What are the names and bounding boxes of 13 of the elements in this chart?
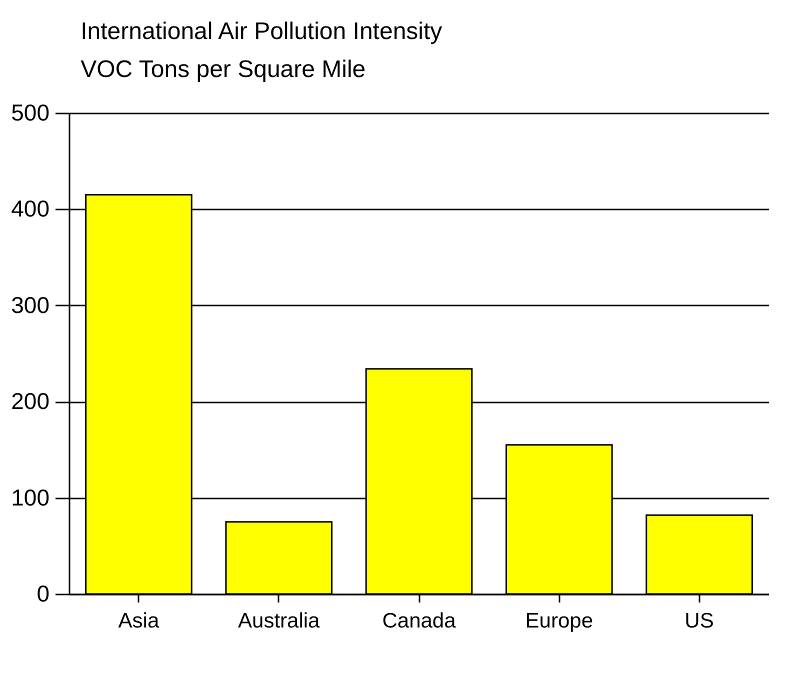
x-tick-label: Australia xyxy=(238,610,320,632)
y-tick-label: 500 xyxy=(11,100,50,126)
y-tick-label: 100 xyxy=(11,484,50,510)
chart-subtitle: VOC Tons per Square Mile xyxy=(80,56,366,83)
x-tick-label: US xyxy=(684,610,714,632)
y-tick-label: 200 xyxy=(11,388,50,414)
x-tick-label: Europe xyxy=(525,610,593,632)
y-tick-label: 0 xyxy=(36,580,50,606)
chart-title: International Air Pollution Intensity xyxy=(80,18,442,45)
y-tick-label: 400 xyxy=(11,196,50,222)
x-tick-label: Asia xyxy=(118,610,160,632)
y-tick-label: 300 xyxy=(11,292,50,318)
x-tick-label: Canada xyxy=(382,610,456,632)
